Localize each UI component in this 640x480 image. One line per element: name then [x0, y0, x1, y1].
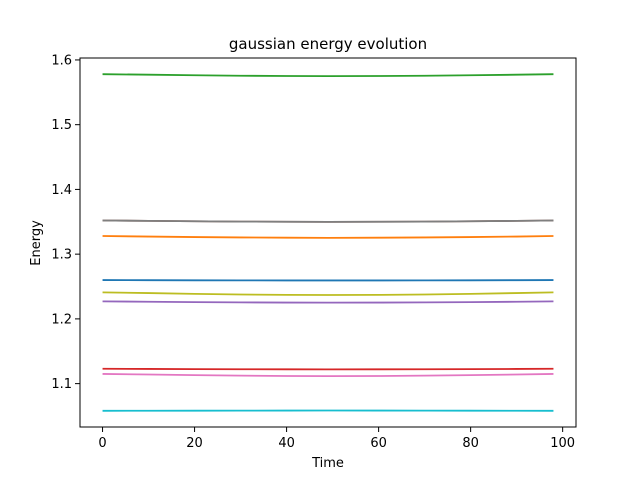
y-tick-label: 1.1	[51, 377, 72, 392]
x-tick-label: 20	[186, 436, 203, 451]
x-axis: 0 20 40 60 80 100	[98, 427, 575, 451]
y-tick-label: 1.5	[51, 118, 72, 133]
x-axis-label: Time	[311, 456, 344, 471]
y-axis-label: Energy	[29, 220, 44, 266]
x-tick-label: 0	[98, 436, 106, 451]
x-tick-label: 60	[370, 436, 387, 451]
series-layer	[102, 73, 554, 412]
y-tick-label: 1.3	[51, 248, 72, 263]
series-line-4	[102, 367, 554, 371]
y-tick-label: 1.4	[51, 183, 72, 198]
series-line-2	[102, 235, 554, 239]
series-line-5	[102, 300, 554, 304]
plot-frame	[79, 57, 577, 428]
series-line-9	[102, 291, 554, 296]
y-tick-label: 1.6	[51, 53, 72, 68]
x-tick-label: 40	[278, 436, 295, 451]
chart-title: gaussian energy evolution	[229, 35, 427, 53]
series-line-7	[102, 373, 554, 378]
x-tick-label: 80	[462, 436, 479, 451]
y-axis: 1.1 1.2 1.3 1.4 1.5 1.6	[51, 53, 80, 392]
series-line-8	[102, 219, 554, 223]
x-tick-label: 100	[550, 436, 575, 451]
y-tick-label: 1.2	[51, 312, 72, 327]
series-line-3	[102, 73, 554, 78]
